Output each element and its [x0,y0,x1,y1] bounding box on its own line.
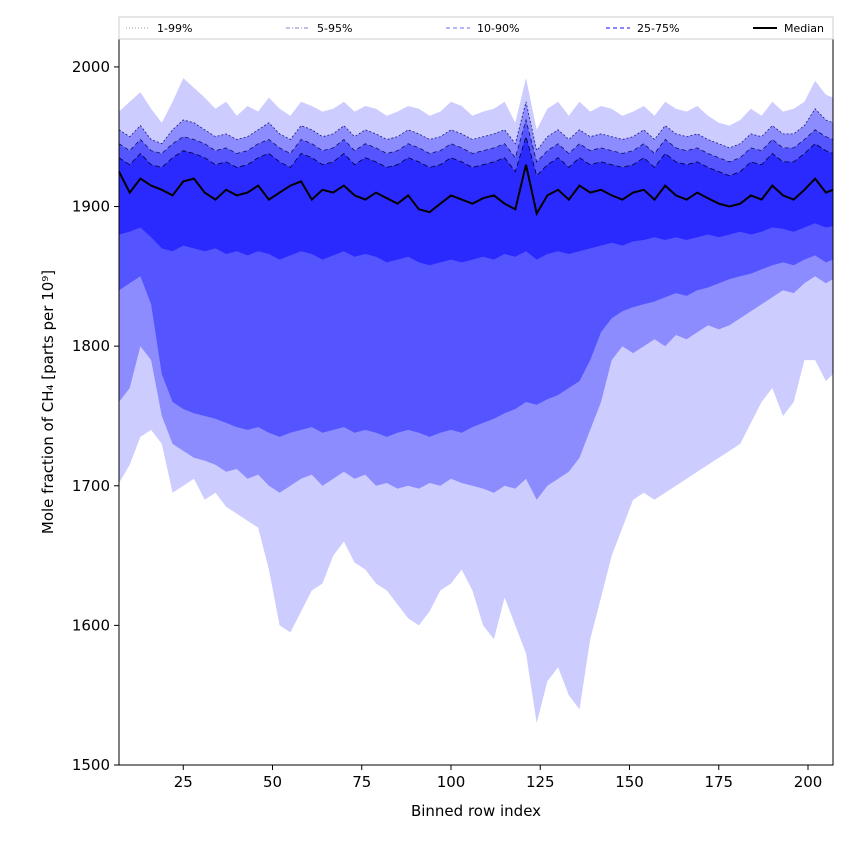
x-tick-label: 25 [174,773,193,791]
x-tick-label: 200 [794,773,823,791]
x-ticks: 25 50 75 100 125 150 175 200 [174,765,823,791]
y-tick-label: 1500 [72,756,110,774]
x-tick-label: 175 [704,773,733,791]
y-tick-label: 1800 [72,337,110,355]
x-axis-label: Binned row index [411,802,541,820]
median-line [118,164,834,217]
y-tick-label: 1700 [72,477,110,495]
x-tick-label: 150 [615,773,644,791]
y-tick-label: 1600 [72,616,110,634]
band-upper-edge-5-95% [118,101,834,152]
x-tick-label: 75 [352,773,371,791]
legend-label: 25-75% [637,22,679,35]
legend-label: 5-95% [317,22,352,35]
legend-box [118,16,834,40]
legend: 1-99% 5-95% 10-90% 25-75% Median [118,16,834,40]
x-tick-label: 125 [526,773,555,791]
legend-label: Median [784,22,824,35]
legend-label: 10-90% [477,22,519,35]
median-layer [118,164,834,217]
band-upper-edge-25-75% [118,135,834,177]
band-upper-edge-10-90% [118,118,834,163]
bands-layer [118,78,834,724]
y-ticks: 1500 1600 1700 1800 1900 2000 [72,58,119,774]
x-tick-label: 50 [263,773,282,791]
y-axis-label: Mole fraction of CH₄ [parts per 10⁹] [39,270,57,534]
y-tick-label: 2000 [72,58,110,76]
legend-label: 1-99% [157,22,192,35]
y-tick-label: 1900 [72,198,110,216]
x-tick-label: 100 [437,773,466,791]
